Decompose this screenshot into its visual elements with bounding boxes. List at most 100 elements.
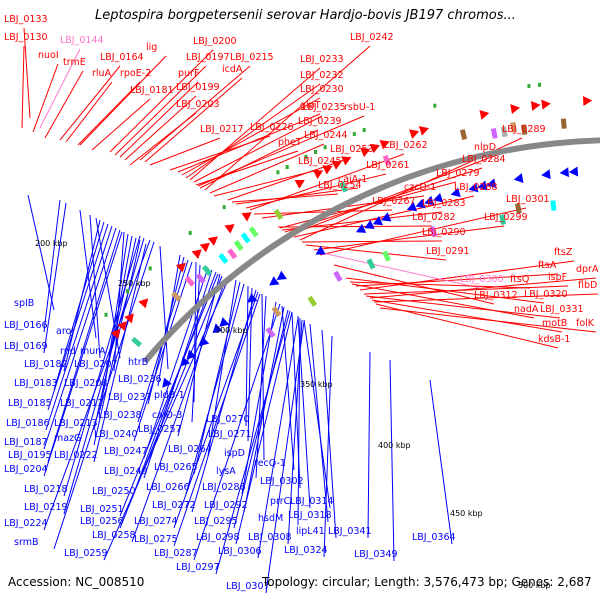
gene-label-reverse[interactable]: LBJ_0302 [260, 476, 304, 487]
gene-label-forward[interactable]: LBJ_0133 [4, 14, 48, 25]
gene-label-reverse[interactable]: LBJ_0224 [4, 518, 48, 529]
gene-label-reverse[interactable]: LBJ_0349 [354, 549, 398, 560]
gene-label-forward[interactable]: nuoI [38, 50, 59, 61]
gene-label-reverse[interactable]: LBJ_0318 [288, 510, 332, 521]
gene-label-forward[interactable]: LBJ_0301 [506, 194, 550, 205]
gene-label-reverse[interactable]: LBJ_0208 [64, 378, 108, 389]
gene-label-forward[interactable]: LBJ_0253 [330, 144, 374, 155]
gene-label-reverse[interactable]: LBJ_0218 [24, 484, 68, 495]
gene-label-forward[interactable]: LBJ_0279 [436, 168, 480, 179]
gene-label-reverse[interactable]: htrB [128, 357, 148, 368]
gene-label-forward[interactable]: LBJ_0288 [454, 182, 498, 193]
gene-label-forward[interactable]: dprA [576, 264, 599, 275]
gene-label-forward[interactable]: LBJ_0290 [422, 227, 466, 238]
gene-label-forward[interactable]: LBJ_0283 [422, 198, 466, 209]
gene-label-forward[interactable]: LBJ_0312 [474, 290, 518, 301]
gene-label-reverse[interactable]: LBJ_0307 [226, 581, 270, 592]
gene-label-forward[interactable]: LBJ_0235 [302, 102, 346, 113]
gene-label-reverse[interactable]: murA [80, 346, 106, 357]
gene-label-forward[interactable]: kdsB-1 [538, 334, 570, 345]
gene-label-forward[interactable]: motB [542, 318, 567, 329]
gene-label-forward[interactable]: LBJ_0245 [298, 156, 342, 167]
gene-label-reverse[interactable]: LBJ_0166 [4, 320, 48, 331]
gene-label-forward[interactable]: LBJ_0239 [298, 116, 342, 127]
gene-label-reverse[interactable]: lipL41 [296, 526, 325, 537]
gene-label-reverse[interactable]: LBJ_0182 [24, 359, 68, 370]
gene-label-reverse[interactable]: LBJ_0213 [54, 418, 98, 429]
gene-label-reverse[interactable]: recQ-1 [254, 458, 286, 469]
gene-label-forward[interactable]: LBJ_0289 [502, 124, 546, 135]
gene-label-reverse[interactable]: LBJ_0295 [194, 516, 238, 527]
gene-label-forward[interactable]: LBJ_0284 [462, 154, 506, 165]
gene-label-reverse[interactable]: lysA [216, 466, 236, 477]
gene-label-reverse[interactable]: prrC [270, 496, 291, 507]
gene-label-forward[interactable]: caiA-1 [338, 174, 367, 185]
gene-label-reverse[interactable]: LBJ_0287 [154, 548, 198, 559]
gene-label-forward[interactable]: LBJ_0233 [300, 54, 344, 65]
gene-label-forward[interactable]: rluA [92, 68, 112, 79]
gene-label-reverse[interactable]: LBJ_0247 [104, 446, 148, 457]
gene-label-forward[interactable]: LBJ_0291 [426, 246, 470, 257]
gene-label-forward[interactable]: LBJ_0217 [200, 124, 244, 135]
gene-label-forward[interactable]: LBJ_0199 [176, 82, 220, 93]
gene-label-forward[interactable]: icdA [222, 64, 243, 75]
gene-label-reverse[interactable]: LBJ_0240 [94, 429, 138, 440]
gene-label-reverse[interactable]: LBJ_0204 [4, 464, 48, 475]
gene-label-reverse[interactable]: hsdM [258, 513, 283, 524]
gene-label-reverse[interactable]: LBJ_0271 [208, 429, 252, 440]
gene-label-forward[interactable]: LBJ_0320 [524, 289, 568, 300]
gene-label-forward[interactable]: rsbU-1 [344, 102, 375, 113]
gene-label-forward[interactable]: LBJ_0262 [384, 140, 428, 151]
gene-label-reverse[interactable]: LBJ_0298 [196, 532, 240, 543]
gene-label-reverse[interactable]: LBJ_0265 [154, 462, 198, 473]
gene-label-forward[interactable]: rpoE-2 [120, 68, 151, 79]
gene-label-reverse[interactable]: LBJ_0292 [204, 500, 248, 511]
gene-label-reverse[interactable]: LBJ_0207 [74, 359, 118, 370]
gene-label-forward[interactable]: LBJ_0130 [4, 32, 48, 43]
gene-label-reverse[interactable]: LBJ_0212 [60, 398, 104, 409]
gene-label-forward[interactable]: LBJ_0242 [350, 32, 394, 43]
gene-label-reverse[interactable]: LBJ_0259 [64, 548, 108, 559]
gene-label-forward[interactable]: lig [146, 42, 157, 53]
gene-label-forward[interactable]: LBJ_0282 [412, 212, 456, 223]
gene-label-reverse[interactable]: LBJ_0251 [80, 504, 124, 515]
gene-label-forward[interactable]: czcD-1 [404, 182, 436, 193]
gene-label-reverse[interactable]: LBJ_0187 [4, 437, 48, 448]
gene-label-forward[interactable]: ftsA [538, 260, 557, 271]
gene-label-forward[interactable]: nadA [514, 304, 539, 315]
gene-label-forward[interactable]: LBJ_0300 [460, 274, 504, 285]
gene-label-reverse[interactable]: LBJ_0256 [80, 516, 124, 527]
gene-label-forward[interactable]: trmE [63, 57, 86, 68]
gene-label-reverse[interactable]: LBJ_0270 [206, 414, 250, 425]
gene-label-reverse[interactable]: caiD-3 [152, 410, 182, 421]
gene-label-reverse[interactable]: LBJ_0314 [290, 496, 334, 507]
gene-label-forward[interactable]: LBJ_0267 [372, 196, 416, 207]
gene-label-reverse[interactable]: LBJ_0324 [284, 545, 328, 556]
gene-label-reverse[interactable]: pldB-1 [154, 390, 185, 401]
gene-label-forward[interactable]: flbD [578, 280, 597, 291]
gene-label-reverse[interactable]: LBJ_0183 [14, 378, 58, 389]
gene-label-forward[interactable]: LBJ_0261 [366, 160, 410, 171]
gene-label-reverse[interactable]: LBJ_0249 [104, 466, 148, 477]
gene-label-forward[interactable]: LBJ_0200 [193, 36, 237, 47]
gene-label-reverse[interactable]: LBJ_0274 [134, 516, 178, 527]
gene-label-reverse[interactable]: LBJ_0272 [152, 500, 196, 511]
gene-label-forward[interactable]: LBJ_0215 [230, 52, 274, 63]
gene-label-forward[interactable]: ftsQ [510, 274, 529, 285]
gene-label-reverse[interactable]: LBJ_0169 [4, 341, 48, 352]
gene-label-forward[interactable]: LBJ_0197 [186, 52, 230, 63]
gene-label-reverse[interactable]: LBJ_0266 [146, 482, 190, 493]
gene-label-forward[interactable]: LBJ_0164 [100, 52, 144, 63]
gene-label-forward[interactable]: nlpD [474, 142, 496, 153]
gene-label-forward[interactable]: pheT [278, 137, 302, 148]
gene-label-reverse[interactable]: LBJ_0195 [8, 450, 52, 461]
gene-label-reverse[interactable]: LBJ_0237 [108, 392, 152, 403]
gene-label-forward[interactable]: LBJ_0226 [250, 122, 294, 133]
gene-label-forward[interactable]: LBJ_0244 [304, 130, 348, 141]
gene-label-reverse[interactable]: LBJ_0185 [8, 398, 52, 409]
gene-label-reverse[interactable]: srmB [14, 537, 38, 548]
gene-label-reverse[interactable]: mazG [54, 433, 81, 444]
gene-label-forward[interactable]: LBJ_0203 [176, 99, 220, 110]
gene-label-reverse[interactable]: spIB [14, 298, 34, 309]
gene-label-reverse[interactable]: LBJ_0341 [328, 526, 372, 537]
